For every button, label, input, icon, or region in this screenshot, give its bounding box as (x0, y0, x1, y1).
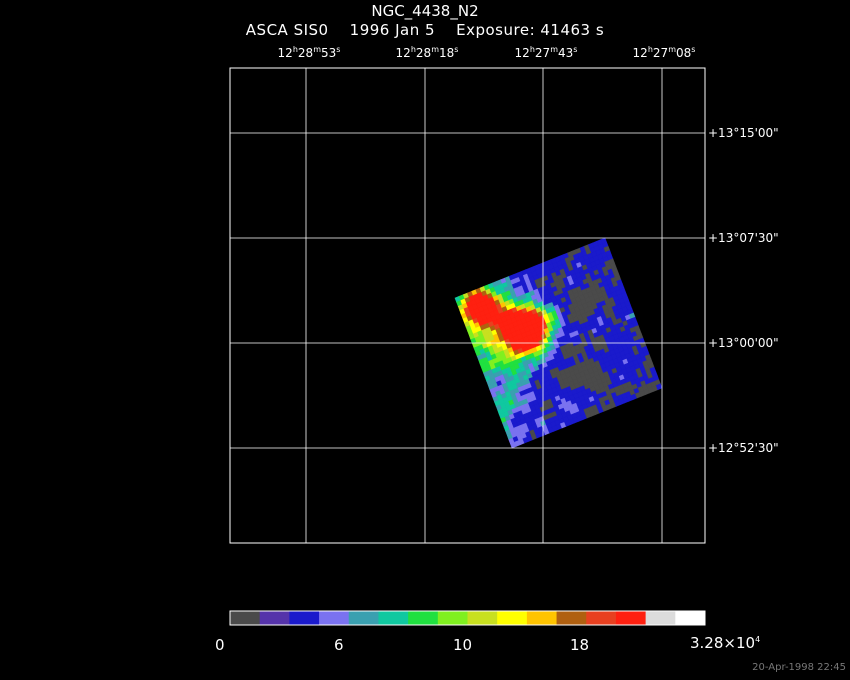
ra-tick-label: 12h27m43s (514, 45, 578, 60)
colorbar-swatch (259, 611, 290, 625)
colorbar-swatch (319, 611, 350, 625)
colorbar-swatch (378, 611, 409, 625)
x-ray-image (454, 237, 663, 449)
dec-tick-label: +13°07'30" (708, 231, 779, 245)
image-title: NGC_4438_N2 (371, 2, 479, 20)
colorbar-label: 18 (570, 636, 590, 654)
colorbar (229, 610, 706, 626)
image-subtitle: ASCA SIS0 1996 Jan 5 Exposure: 41463 s (0, 21, 850, 39)
exposure-label: Exposure: 41463 s (456, 21, 605, 39)
colorbar-swatch (645, 611, 676, 625)
colorbar-swatch (497, 611, 528, 625)
ra-tick-label: 12h27m08s (632, 45, 696, 60)
colorbar-swatch (615, 611, 647, 625)
colorbar-swatch (348, 611, 379, 625)
instrument-label: ASCA SIS0 (245, 21, 329, 39)
coordinate-grid (230, 68, 705, 543)
colorbar-label: 0 (215, 636, 225, 654)
dec-tick-label: +13°15'00" (708, 126, 779, 140)
colorbar-swatch (556, 611, 587, 625)
ra-tick-label: 12h28m18s (395, 45, 459, 60)
dec-tick-label: +13°00'00" (708, 336, 779, 350)
timestamp: 20-Apr-1998 22:45 (752, 662, 846, 673)
colorbar-swatch (526, 611, 558, 625)
ra-tick-label: 12h28m53s (277, 45, 341, 60)
observation-date: 1996 Jan 5 (349, 21, 436, 39)
colorbar-swatch (675, 611, 706, 625)
colorbar-outline (229, 610, 706, 626)
colorbar-swatch (230, 611, 261, 625)
colorbar-label: 10 (453, 636, 473, 654)
dec-tick-label: +12°52'30" (708, 441, 779, 455)
colorbar-label: 6 (334, 636, 344, 654)
colorbar-swatch (289, 611, 320, 625)
colorbar-swatch (437, 611, 468, 625)
colorbar-swatch (408, 611, 439, 625)
colorbar-swatch (467, 611, 498, 625)
plot-frame (229, 67, 706, 544)
colorbar-max-label: 3.28×104 (690, 634, 761, 652)
colorbar-swatch (586, 611, 617, 625)
